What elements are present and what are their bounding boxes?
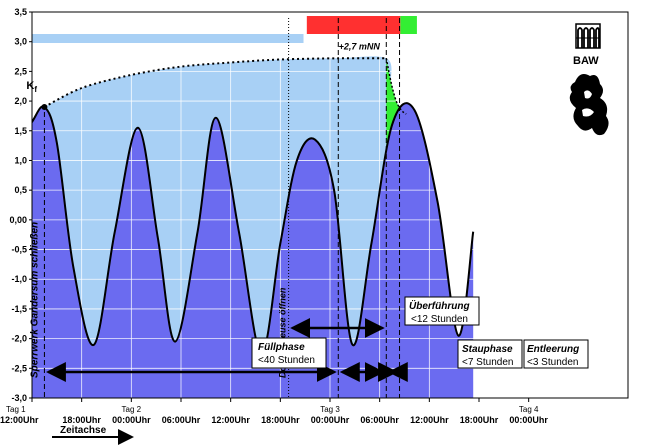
phase-label-stau: Stauphase <7 Stunden (457, 339, 523, 369)
phase-duration-transfer: <12 Stunden (411, 314, 468, 325)
series-lines (32, 57, 475, 355)
x-tick-label: 06:00Uhr (162, 415, 201, 425)
top-bar (32, 34, 304, 43)
y-tick-label: 3,5 (14, 7, 27, 17)
phase-box-transfer (404, 296, 480, 326)
y-tick-label: 3,0 (14, 37, 27, 47)
x-tick-label: 00:00Uhr (311, 415, 350, 425)
x-axis-label: Zeitachse (60, 425, 107, 436)
y-tick-label: 2,0 (14, 96, 27, 106)
plot-frame (31, 11, 629, 399)
vertical-label-close: Sperrwerk Gandersum schließen (29, 222, 40, 378)
kf-label-sub: f (34, 85, 37, 94)
top-bars (32, 16, 417, 43)
phase-duration-empty: <3 Stunden (527, 357, 578, 368)
baw-logo: BAW (560, 16, 616, 144)
emptying-line (385, 58, 407, 115)
x-tick-label: 18:00Uhr (62, 415, 101, 425)
kf-point (41, 104, 48, 111)
logo-building-icon (575, 23, 601, 49)
phase-label-empty: Entleerung <3 Stunden (523, 339, 589, 369)
top-bar (306, 16, 401, 34)
kf-label-main: K (26, 80, 34, 92)
x-tick-label: 00:00Uhr (112, 415, 151, 425)
vertical-label-open: Dockschleuse öffnen (278, 287, 288, 378)
phase-duration-stau: <7 Stunden (462, 357, 513, 368)
phase-label-fill: Füllphase <40 Stunden (251, 337, 327, 369)
x-tick-day: Tag 3 (320, 405, 340, 414)
phase-title-empty: Entleerung (527, 344, 579, 355)
phase-title-fill: Füllphase (258, 342, 305, 353)
inner-water-line (43, 57, 387, 108)
phase-title-stau: Stauphase (462, 344, 513, 355)
area-fills (32, 56, 474, 398)
kf-marker: Kf (26, 80, 48, 111)
x-tick-day: Tag 2 (122, 405, 142, 414)
phase-arrows (45, 318, 408, 382)
x-tick-label: 12:00Uhr (410, 415, 449, 425)
phase-box-fill (251, 337, 327, 369)
y-tick-label: 0,00 (9, 215, 27, 225)
y-axis-ticks: 3,5 3,0 2,5 2,0 1,5 1,0 0,5 0,00 -0,5 -1,0 -1,5 -2,… (9, 7, 32, 403)
logo-text: BAW (573, 55, 599, 67)
kf-label: Kf (26, 80, 37, 94)
y-tick-label: -0,5 (11, 245, 27, 255)
phase-title-transfer: Überführung (409, 299, 470, 312)
y-tick-label: 1,5 (14, 126, 27, 136)
phase-box-stau (457, 339, 523, 369)
y-tick-label: -2,5 (11, 363, 27, 373)
grid (31, 12, 628, 398)
logo-eagle-icon (569, 74, 609, 136)
tide-line (32, 102, 475, 355)
top-bar (400, 16, 417, 34)
phase-box-empty (523, 339, 589, 369)
x-tick-label: 12:00Uhr (0, 415, 39, 425)
level-label: +2,7 mNN (339, 41, 381, 51)
y-tick-label: 1,0 (14, 155, 27, 165)
x-tick-label: 18:00Uhr (460, 415, 499, 425)
x-tick-label: 12:00Uhr (211, 415, 250, 425)
x-tick-day: Tag 1 (6, 405, 26, 414)
x-tick-day: Tag 4 (519, 405, 539, 414)
x-tick-label: 00:00Uhr (509, 415, 548, 425)
phase-duration-fill: <40 Stunden (258, 355, 315, 366)
y-tick-label: 0,5 (14, 185, 27, 195)
x-tick-label: 18:00Uhr (261, 415, 300, 425)
y-tick-label: 2,5 (14, 66, 27, 76)
phase-label-transfer: Überführung <12 Stunden (404, 296, 480, 326)
y-tick-label: -2,0 (11, 334, 27, 344)
y-tick-label: -1,0 (11, 274, 27, 284)
y-tick-label: -3,0 (11, 393, 27, 403)
y-tick-label: -1,5 (11, 304, 27, 314)
x-tick-label: 06:00Uhr (360, 415, 399, 425)
